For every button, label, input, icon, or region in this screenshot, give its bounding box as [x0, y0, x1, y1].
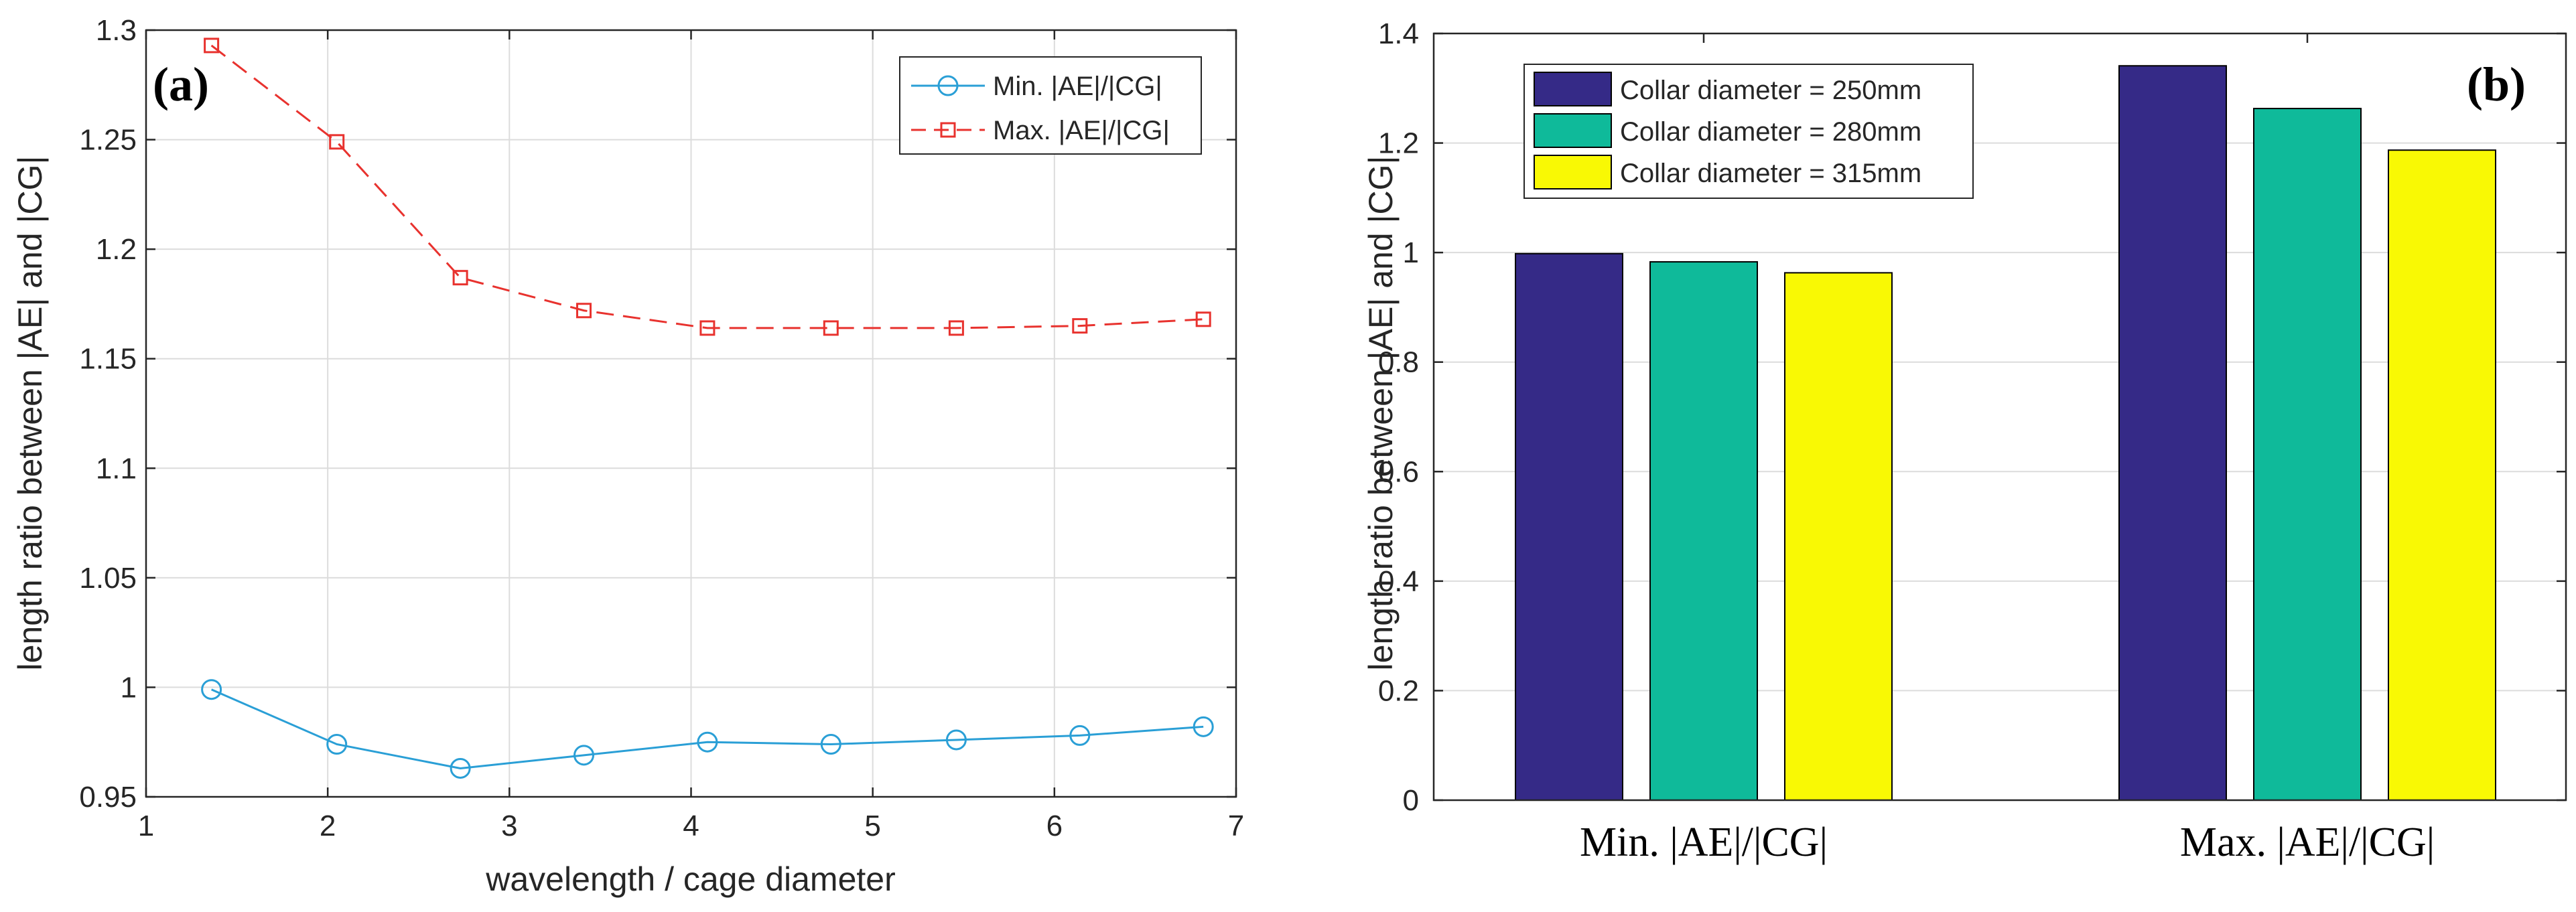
- bar: [1515, 252, 1623, 801]
- y-tick-label: 1.05: [79, 562, 137, 595]
- data-point-circle: [450, 757, 471, 779]
- y-tick-label-b: 1.2: [1378, 127, 1419, 160]
- y-tick-label: 1.15: [79, 343, 137, 376]
- tick-labels-b: 0 0.2 0.4 0.6 0.8 1 1.2 1.4: [1378, 17, 1419, 817]
- y-axis-label-a: length ratio between |AE| and |CG|: [11, 155, 49, 670]
- legend-label-min: Min. |AE|/|CG|: [993, 72, 1162, 101]
- bar: [2253, 108, 2362, 802]
- bars-group-b: [1515, 65, 2496, 802]
- y-tick-label: 1: [121, 671, 137, 704]
- y-tick-label-b: 0.6: [1378, 455, 1419, 488]
- y-tick-label-b: 0.2: [1378, 674, 1419, 707]
- plot-frame-a: [145, 29, 1237, 798]
- legend-swatch-b: [1534, 72, 1612, 106]
- plot-frame-b: [1432, 32, 2567, 802]
- legend-label-b: Collar diameter = 280mm: [1620, 117, 1921, 147]
- legend-label-b: Collar diameter = 250mm: [1620, 76, 1921, 105]
- data-point-circle: [1069, 725, 1091, 746]
- legend-marker-circle: [937, 75, 959, 96]
- data-point-square: [948, 320, 964, 336]
- y-tick-label-b: 1.4: [1378, 17, 1419, 50]
- series-line-max: [210, 44, 1204, 329]
- x-tick-label: 1: [138, 810, 154, 842]
- legend-b: Collar diameter = 250mm Collar diameter =…: [1523, 64, 1974, 199]
- y-tick-label-b: 1: [1403, 236, 1419, 269]
- y-tick-label-b: 0.8: [1378, 346, 1419, 379]
- y-tick-label: 1.3: [96, 14, 137, 47]
- data-point-square: [1072, 318, 1088, 334]
- grid-lines-a: [145, 29, 1237, 798]
- legend-swatch-b: [1534, 155, 1612, 189]
- y-tick-label: 1.25: [79, 124, 137, 157]
- y-tick-label: 1.1: [96, 452, 137, 485]
- data-point-circle: [1193, 716, 1214, 737]
- data-point-square: [1195, 311, 1211, 327]
- x-tick-label: 6: [1046, 810, 1063, 842]
- data-point-circle: [201, 679, 222, 700]
- legend-a: Min. |AE|/|CG| Max. |AE|/|CG|: [899, 56, 1202, 155]
- series-line-min: [211, 688, 1204, 769]
- panel-label-a: (a): [153, 58, 209, 111]
- y-tick-label-b: 0.4: [1378, 565, 1419, 598]
- data-point-circle: [326, 733, 348, 755]
- x-tick-label: 3: [501, 810, 517, 842]
- y-tick-label: 1.2: [96, 233, 137, 266]
- y-axis-label-b: length ratio between |AE| and |CG|: [1362, 155, 1400, 670]
- data-point-circle: [573, 745, 595, 766]
- legend-box-a: [899, 56, 1202, 155]
- bar: [1784, 272, 1893, 801]
- y-tick-label-b: 0: [1403, 784, 1419, 817]
- data-point-square: [823, 320, 839, 336]
- data-point-square: [204, 37, 220, 54]
- data-point-square: [576, 303, 592, 319]
- data-point-square: [452, 270, 468, 286]
- series-group-a: [201, 37, 1214, 779]
- category-label: Max. |AE|/|CG|: [2180, 820, 2435, 865]
- category-label: Min. |AE|/|CG|: [1580, 820, 1828, 865]
- data-point-square: [329, 134, 345, 150]
- bar: [2388, 149, 2496, 802]
- bar-chart-panel-b: 0 0.2 0.4 0.6 0.8 1 1.2 1.4 Min. |AE|/|CG| Max. …: [1362, 17, 2567, 865]
- bar: [2118, 65, 2227, 802]
- data-point-square: [699, 320, 716, 336]
- y-tick-label: 0.95: [79, 781, 137, 814]
- data-point-circle: [820, 733, 841, 755]
- x-tick-label: 4: [683, 810, 699, 842]
- x-tick-label: 5: [864, 810, 880, 842]
- category-labels-b: Min. |AE|/|CG| Max. |AE|/|CG|: [1580, 820, 2435, 865]
- data-point-circle: [697, 731, 718, 753]
- bar: [1649, 261, 1758, 801]
- x-tick-label: 7: [1228, 810, 1244, 842]
- legend-label-max: Max. |AE|/|CG|: [993, 116, 1170, 145]
- data-point-circle: [945, 729, 967, 751]
- legend-label-b: Collar diameter = 315mm: [1620, 159, 1921, 188]
- x-axis-label-a: wavelength / cage diameter: [485, 860, 895, 898]
- legend-swatch-b: [1534, 113, 1612, 148]
- legend-marker-square: [940, 122, 956, 138]
- panel-label-b: (b): [2467, 58, 2526, 111]
- x-tick-label: 2: [320, 810, 336, 842]
